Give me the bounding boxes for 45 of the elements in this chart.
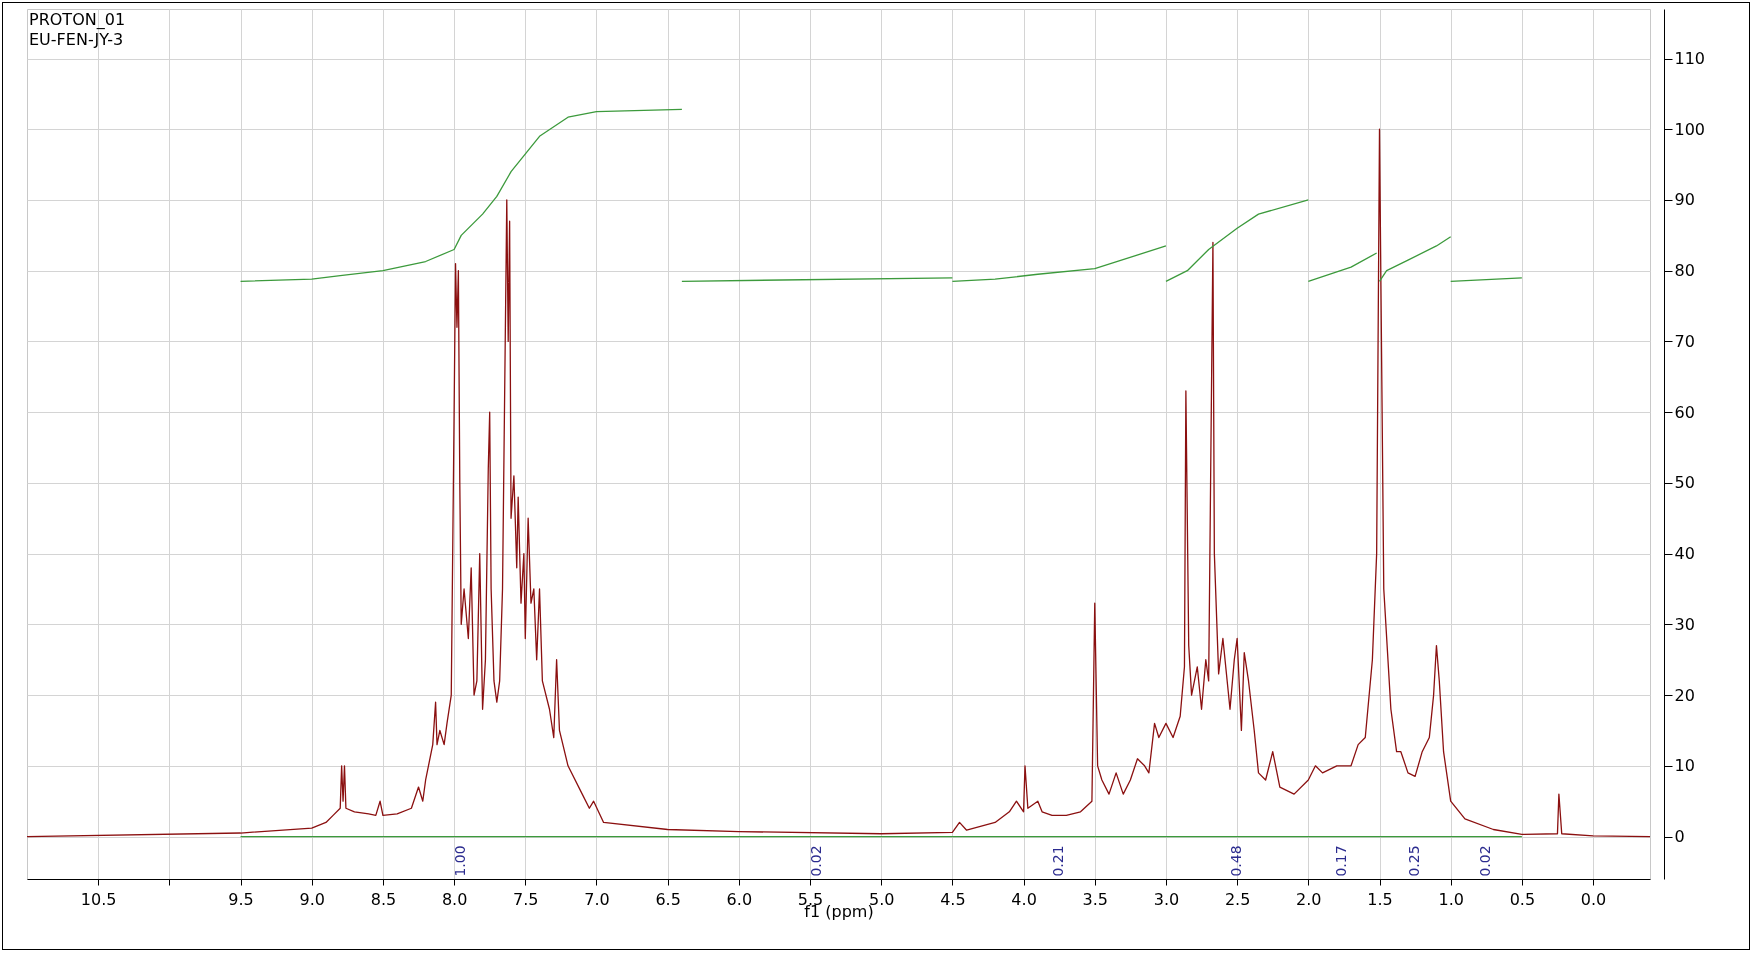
y-tick-label: 70	[1674, 331, 1695, 351]
y-tick-label: 60	[1674, 402, 1695, 422]
x-tick-label: 10.5	[80, 889, 117, 909]
y-tick-label: 20	[1674, 685, 1695, 705]
y-tick-label: 40	[1674, 544, 1695, 564]
x-tick-label: 4.0	[1011, 889, 1037, 909]
line-series	[1378, 236, 1452, 282]
y-tick-label: 100	[1674, 119, 1706, 139]
x-tick-label: 3.0	[1153, 889, 1180, 909]
x-tick-label: 6.5	[655, 889, 681, 909]
annotation: 0.17	[1333, 845, 1350, 877]
y-tick-label: 110	[1674, 49, 1706, 69]
x-tick-label: 1.0	[1438, 889, 1464, 909]
line-series	[1165, 199, 1309, 282]
annotation: 0.25	[1406, 845, 1423, 877]
y-tick-label: 30	[1674, 614, 1695, 634]
x-tick-label: 7.5	[513, 889, 539, 909]
x-tick-label: 9.5	[228, 889, 254, 909]
annotation: 0.48	[1228, 845, 1245, 877]
x-tick-label: 2.5	[1224, 889, 1251, 909]
x-tick-label: 9.0	[299, 889, 325, 909]
x-tick-label: 8.0	[441, 889, 468, 909]
x-tick-label: 6.0	[726, 889, 753, 909]
text: EU-FEN-JY-3	[29, 30, 124, 49]
x-tick-label: 8.5	[370, 889, 397, 909]
x-tick-label: 0.5	[1509, 889, 1536, 909]
annotation: 0.02	[1477, 845, 1494, 877]
x-tick-label: 1.5	[1367, 889, 1393, 909]
line-series	[239, 108, 683, 282]
y-tick-label: 90	[1674, 190, 1695, 210]
x-tick-label: 3.5	[1082, 889, 1108, 909]
x-tick-label: 7.0	[584, 889, 610, 909]
y-tick-label: 10	[1674, 756, 1695, 776]
annotation: 0.02	[808, 845, 825, 877]
annotation: 1.00	[452, 845, 469, 877]
x-tick-label: 4.5	[940, 889, 966, 909]
y-tick-label: 80	[1674, 261, 1695, 281]
line-series	[951, 245, 1167, 282]
chart-title: PROTON_01	[29, 10, 126, 30]
annotation: 0.21	[1050, 845, 1067, 877]
line-series	[27, 128, 1650, 838]
x-tick-label: 2.0	[1296, 889, 1322, 909]
x-tick-label: 0.0	[1580, 889, 1607, 909]
y-tick-label: 0	[1674, 827, 1685, 847]
y-tick-label: 50	[1674, 473, 1695, 493]
